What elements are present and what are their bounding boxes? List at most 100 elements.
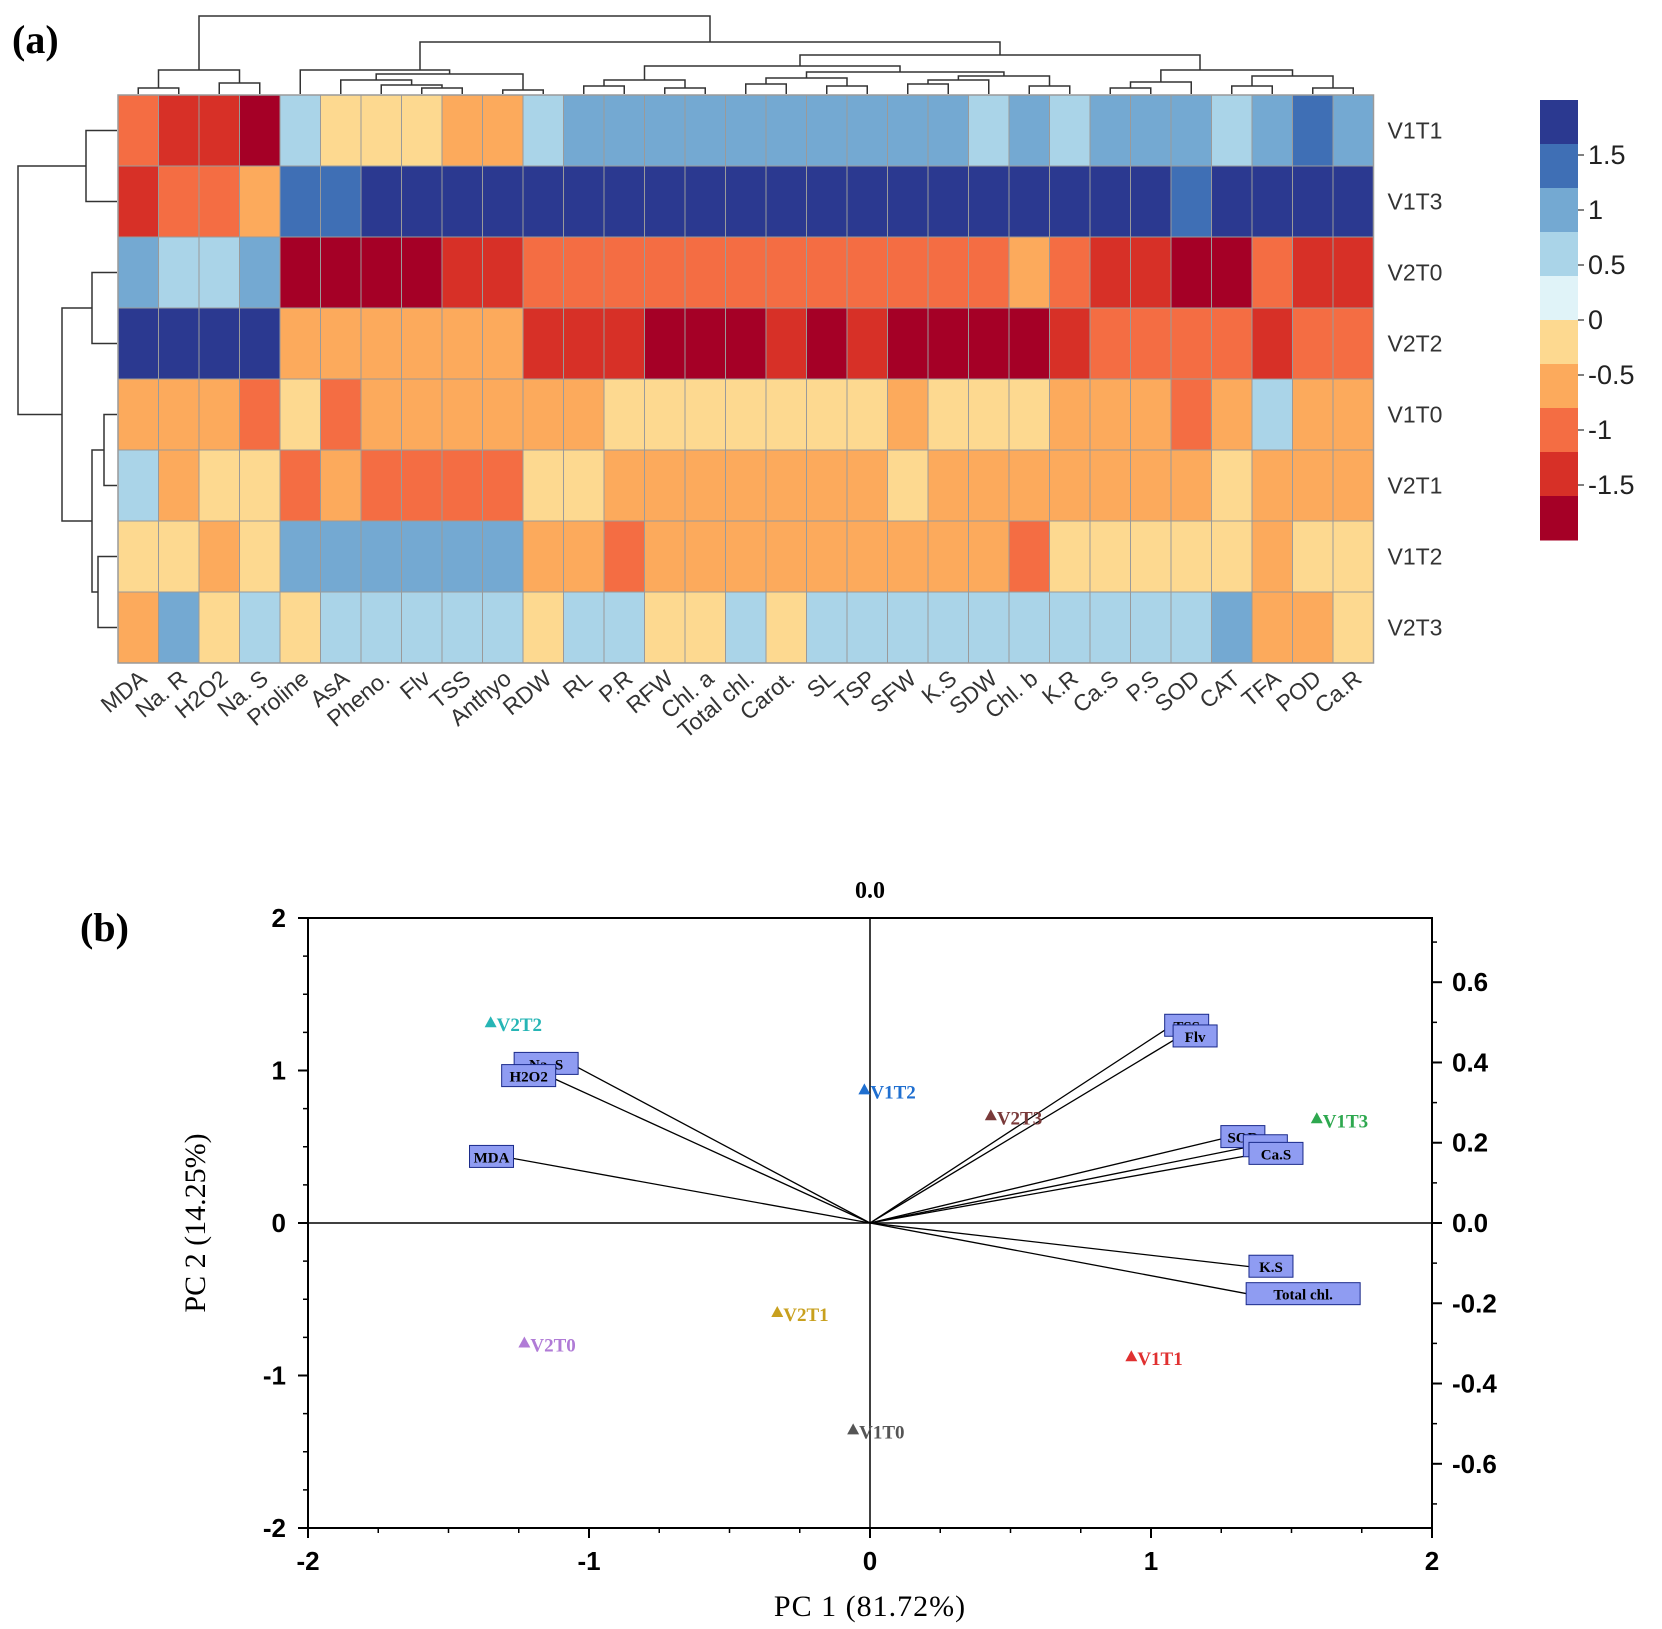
heatmap-cell xyxy=(117,591,159,664)
heatmap-cell xyxy=(644,165,686,238)
x-tick-label: -2 xyxy=(296,1546,319,1576)
heatmap-cell xyxy=(1130,94,1172,167)
heatmap-cell xyxy=(1292,449,1334,522)
loading-vector xyxy=(869,1025,1172,1224)
dendrogram-link xyxy=(17,165,86,416)
heatmap-cell xyxy=(1089,520,1131,593)
heatmap-cell xyxy=(1251,165,1293,238)
heatmap-cell xyxy=(1332,591,1374,664)
heatmap-cell xyxy=(1332,307,1374,380)
heatmap-cell xyxy=(198,94,240,167)
heatmap-cell xyxy=(563,236,605,309)
heatmap-cell xyxy=(927,378,969,451)
heatmap-cell xyxy=(725,520,767,593)
heatmap-cell xyxy=(1170,236,1212,309)
heatmap-cell xyxy=(198,165,240,238)
x-tick-label: 2 xyxy=(1425,1546,1439,1576)
heatmap-cell xyxy=(765,591,807,664)
heatmap-cell xyxy=(725,236,767,309)
dendrogram-link xyxy=(380,84,443,94)
row-label: V2T0 xyxy=(1388,260,1443,286)
heatmap-cell xyxy=(927,591,969,664)
heatmap-cell xyxy=(1211,94,1253,167)
heatmap-cell xyxy=(360,236,402,309)
heatmap-cell xyxy=(1211,307,1253,380)
heatmap-cell xyxy=(239,520,281,593)
heatmap-cell xyxy=(1089,236,1131,309)
heatmap-cell xyxy=(360,520,402,593)
dendrogram-link xyxy=(765,77,848,86)
heatmap-cell xyxy=(1292,236,1334,309)
heatmap-cell xyxy=(117,307,159,380)
heatmap-cell xyxy=(1089,449,1131,522)
row-label: V1T2 xyxy=(1388,544,1443,570)
heatmap-cell xyxy=(117,236,159,309)
heatmap-cell xyxy=(1008,520,1050,593)
right-tick-label: 0.0 xyxy=(1452,1208,1488,1238)
column-label: RL xyxy=(558,665,597,704)
heatmap-cell xyxy=(644,236,686,309)
heatmap-cell xyxy=(725,591,767,664)
heatmap-cell xyxy=(1170,165,1212,238)
heatmap-cell xyxy=(765,307,807,380)
heatmap-cell xyxy=(725,94,767,167)
x-tick-label: -1 xyxy=(577,1546,600,1576)
heatmap-cell xyxy=(846,165,888,238)
loading-vector xyxy=(869,1222,1256,1268)
row-label: V1T0 xyxy=(1388,402,1443,428)
heatmap-cell xyxy=(482,236,524,309)
x-tick-label: 0 xyxy=(863,1546,877,1576)
heatmap-cell xyxy=(1089,591,1131,664)
score-label: V1T1 xyxy=(1137,1349,1182,1370)
heatmap-cell xyxy=(968,449,1010,522)
heatmap-cell xyxy=(684,94,726,167)
heatmap-cell xyxy=(239,307,281,380)
dendrogram-link xyxy=(927,79,990,94)
loading-label-box xyxy=(501,1064,557,1088)
heatmap-cell xyxy=(887,378,929,451)
top-axis-label: 0.0 xyxy=(855,878,885,904)
y-tick-label: 0 xyxy=(272,1208,286,1238)
right-tick-label: 0.4 xyxy=(1452,1047,1489,1077)
colorbar-segment xyxy=(1540,144,1578,189)
heatmap-cell xyxy=(1211,378,1253,451)
heatmap-cell xyxy=(1332,449,1374,522)
heatmap-cell xyxy=(644,94,686,167)
colorbar-tick-label: 0.5 xyxy=(1588,250,1626,280)
heatmap-cell xyxy=(198,449,240,522)
heatmap-cell xyxy=(158,236,200,309)
heatmap-cell xyxy=(360,591,402,664)
loading-vector xyxy=(571,1063,871,1224)
heatmap-cell xyxy=(279,236,321,309)
loading-vector xyxy=(869,1136,1228,1224)
heatmap-cell xyxy=(239,449,281,522)
heatmap-cell xyxy=(522,591,564,664)
heatmap-cell xyxy=(684,378,726,451)
heatmap-cells xyxy=(117,94,1374,664)
colorbar-segment xyxy=(1540,188,1578,233)
heatmap-cell xyxy=(644,378,686,451)
heatmap-cell xyxy=(482,378,524,451)
row-label: V1T3 xyxy=(1388,189,1443,215)
dendrogram-link xyxy=(85,129,117,203)
colorbar-segment xyxy=(1540,276,1578,321)
y-tick-label: -1 xyxy=(263,1361,286,1391)
heatmap-cell xyxy=(441,307,483,380)
dendrogram-link xyxy=(799,54,1201,70)
heatmap-cell xyxy=(441,165,483,238)
right-tick-label: -0.2 xyxy=(1452,1288,1497,1318)
heatmap-cell xyxy=(806,520,848,593)
colorbar-tick-label: -1.5 xyxy=(1588,470,1635,500)
loading-vector xyxy=(507,1156,871,1224)
heatmap-cell xyxy=(198,307,240,380)
heatmap-cell xyxy=(1089,378,1131,451)
heatmap-cell xyxy=(1251,307,1293,380)
heatmap-cell xyxy=(765,449,807,522)
heatmap-cell xyxy=(603,449,645,522)
dendrogram-link xyxy=(826,85,868,94)
heatmap-cell xyxy=(482,520,524,593)
heatmap-cell xyxy=(1008,378,1050,451)
heatmap-cell xyxy=(360,165,402,238)
dendrogram-link xyxy=(957,75,1051,86)
